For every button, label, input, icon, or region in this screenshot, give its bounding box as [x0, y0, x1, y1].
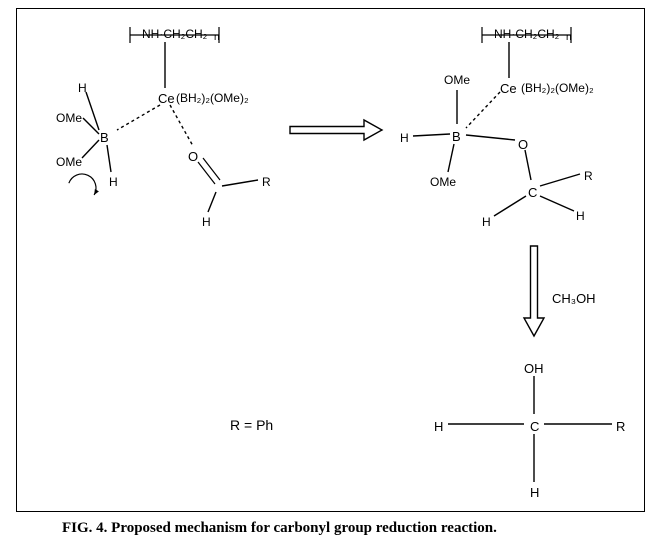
- label-R_R: R: [584, 170, 593, 182]
- figure-caption: FIG. 4. Proposed mechanism for carbonyl …: [62, 520, 497, 537]
- label-L_H_top: H: [78, 82, 87, 94]
- label-R_Ce_sub: (BH₂)₂(OMe)₂: [521, 82, 594, 94]
- label-P_H_bot: H: [530, 486, 539, 499]
- label-R_poly_n: n: [566, 33, 572, 43]
- label-L_BL: B: [100, 131, 109, 144]
- label-L_poly_n: n: [214, 33, 220, 43]
- label-P_OH: OH: [524, 362, 544, 375]
- label-R_C: C: [528, 186, 537, 199]
- label-L_R_left: R: [262, 176, 271, 188]
- label-P_H: H: [434, 420, 443, 433]
- label-L_H_bot: H: [109, 176, 118, 188]
- label-R_H2: H: [482, 216, 491, 228]
- label-L_H_form: H: [202, 216, 211, 228]
- label-R_OMe_top: OMe: [444, 74, 470, 86]
- label-R_BR: B: [452, 130, 461, 143]
- label-L_OMe2: OMe: [56, 156, 82, 168]
- label-L_Ce: Ce: [158, 92, 175, 105]
- label-MeOH: CH₃OH: [552, 292, 596, 305]
- label-P_C: C: [530, 420, 539, 433]
- label-P_R: R: [616, 420, 625, 433]
- label-L_OMe1: OMe: [56, 112, 82, 124]
- label-R_O_rt: O: [518, 138, 528, 151]
- label-R_H_left: H: [400, 132, 409, 144]
- label-R_OMe_bot: OMe: [430, 176, 456, 188]
- label-R_poly: NH·CH₂CH₂: [494, 28, 559, 40]
- label-L_O: O: [188, 150, 198, 163]
- label-L_poly: NH·CH₂CH₂: [142, 28, 207, 40]
- label-R_H1: H: [576, 210, 585, 222]
- label-RPh: R = Ph: [230, 418, 273, 432]
- label-L_Ce_sub: (BH₂)₂(OMe)₂: [176, 92, 249, 104]
- label-R_Ce: Ce: [500, 82, 517, 95]
- figure-container: NH·CH₂CH₂nCe(BH₂)₂(OMe)₂HOMeBOMeHORHNH·C…: [0, 0, 659, 555]
